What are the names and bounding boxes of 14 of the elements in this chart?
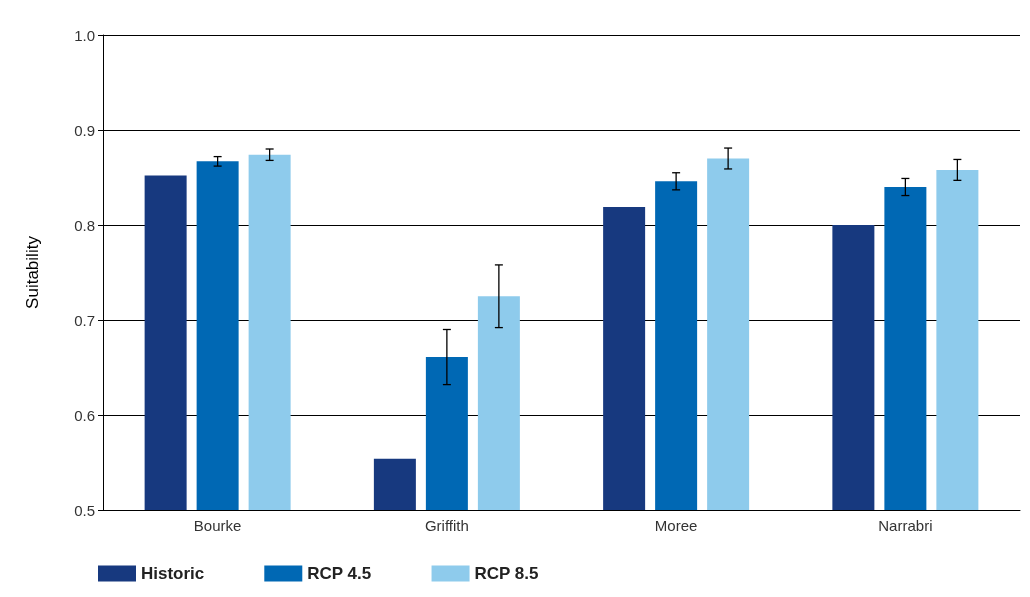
y-tick-label: 1.0 — [74, 26, 95, 44]
legend-label: Historic — [141, 564, 205, 583]
y-tick-label: 0.9 — [74, 121, 95, 139]
y-axis-title: Suitability — [23, 235, 42, 309]
legend-label: RCP 8.5 — [474, 564, 539, 583]
y-tick-label: 0.8 — [74, 216, 95, 234]
x-tick-label: Narrabri — [878, 517, 933, 534]
legend-label: RCP 4.5 — [307, 564, 372, 583]
y-tick-label: 0.5 — [74, 501, 95, 519]
x-tick-label: Griffith — [424, 517, 469, 534]
x-tick-label: Moree — [654, 517, 698, 534]
y-tick-label: 0.7 — [74, 311, 95, 329]
y-tick-label: 0.6 — [74, 406, 95, 424]
x-tick-label: Bourke — [193, 517, 242, 534]
